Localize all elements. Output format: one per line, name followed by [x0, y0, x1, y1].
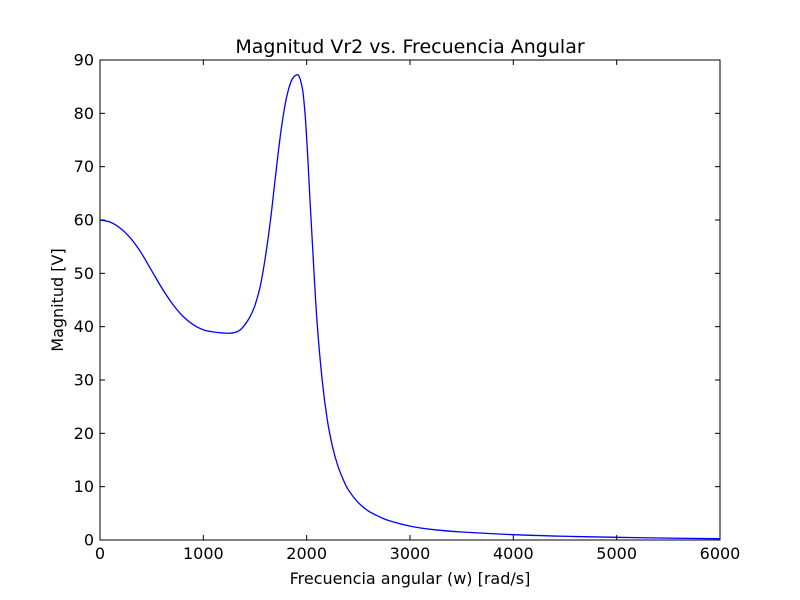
y-tick-label: 90 [74, 51, 94, 70]
y-tick-label: 20 [74, 424, 94, 443]
x-tick-label: 4000 [493, 544, 534, 563]
chart-title: Magnitud Vr2 vs. Frecuencia Angular [235, 36, 584, 58]
y-tick-label: 10 [74, 477, 94, 496]
axes-frame [99, 59, 721, 541]
plot-content [99, 73, 721, 540]
x-axis-ticks: 0 1000 2000 3000 4000 5000 6000 [95, 60, 740, 563]
x-tick-label: 5000 [596, 544, 637, 563]
y-tick-label: 80 [74, 104, 94, 123]
y-tick-label: 50 [74, 264, 94, 283]
y-tick-label: 60 [74, 211, 94, 230]
x-tick-label: 0 [95, 544, 105, 563]
y-tick-label: 70 [74, 157, 94, 176]
y-axis-label: Magnitud [V] [48, 248, 67, 351]
x-tick-label: 3000 [390, 544, 431, 563]
y-tick-label: 30 [74, 371, 94, 390]
y-tick-label: 0 [84, 531, 94, 550]
x-tick-label: 2000 [286, 544, 327, 563]
series-line-0 [99, 73, 721, 540]
y-axis-ticks: 0 10 20 30 40 50 60 70 80 90 [74, 51, 720, 550]
x-tick-label: 1000 [183, 544, 224, 563]
y-tick-label: 40 [74, 317, 94, 336]
x-tick-label: 6000 [700, 544, 741, 563]
x-axis-label: Frecuencia angular (w) [rad/s] [290, 569, 531, 588]
